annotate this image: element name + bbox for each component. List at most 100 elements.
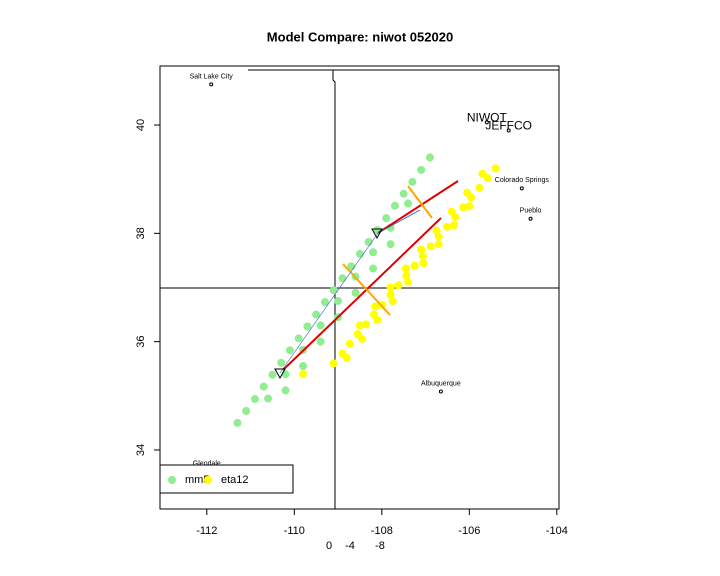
point bbox=[410, 261, 419, 270]
annotation: 0 bbox=[326, 540, 332, 552]
point bbox=[358, 334, 367, 343]
point bbox=[402, 271, 411, 280]
point bbox=[443, 222, 451, 231]
point bbox=[417, 245, 426, 254]
point bbox=[404, 278, 413, 287]
point bbox=[371, 302, 380, 311]
legend-label: eta12 bbox=[221, 474, 249, 486]
city-label: Colorado Springs bbox=[495, 177, 550, 184]
point bbox=[475, 183, 484, 192]
point bbox=[259, 382, 268, 391]
city-marker bbox=[519, 186, 524, 191]
city-label: Pueblo bbox=[520, 208, 542, 215]
point bbox=[432, 226, 441, 235]
point bbox=[369, 248, 378, 257]
point bbox=[378, 300, 387, 309]
point bbox=[355, 321, 364, 330]
point bbox=[281, 386, 290, 395]
point bbox=[362, 320, 371, 329]
y-tick-label: 40 bbox=[135, 119, 147, 131]
city-marker bbox=[438, 389, 443, 394]
point bbox=[418, 252, 427, 261]
point bbox=[408, 177, 417, 186]
x-tick-label: -112 bbox=[196, 525, 217, 537]
point bbox=[394, 281, 403, 290]
border bbox=[332, 70, 336, 509]
point bbox=[388, 297, 397, 306]
city-marker bbox=[209, 82, 214, 87]
point bbox=[373, 315, 382, 324]
legend-swatch bbox=[204, 476, 212, 484]
point bbox=[329, 359, 338, 368]
point bbox=[447, 207, 456, 216]
point bbox=[312, 310, 321, 319]
point bbox=[355, 249, 364, 258]
point bbox=[419, 259, 428, 268]
legend-label: mm5 bbox=[185, 474, 209, 486]
point bbox=[425, 153, 434, 162]
city-marker bbox=[528, 216, 533, 221]
point bbox=[264, 394, 273, 403]
point bbox=[303, 322, 312, 331]
point bbox=[316, 337, 325, 346]
x-tick-label: -108 bbox=[371, 525, 393, 537]
point bbox=[463, 188, 472, 197]
point bbox=[478, 169, 487, 178]
point bbox=[483, 174, 492, 183]
point bbox=[491, 164, 500, 173]
point bbox=[320, 298, 329, 307]
point bbox=[294, 334, 303, 343]
trajectory bbox=[279, 232, 379, 374]
state-borders bbox=[160, 69, 559, 509]
annotation: -8 bbox=[375, 540, 385, 552]
city-marker bbox=[484, 120, 489, 125]
trajectory bbox=[342, 263, 391, 316]
point bbox=[334, 297, 343, 306]
legend-swatch bbox=[168, 476, 176, 484]
point bbox=[338, 274, 347, 283]
point bbox=[465, 202, 474, 211]
point bbox=[399, 189, 408, 198]
point bbox=[268, 370, 277, 379]
point bbox=[351, 288, 360, 297]
trajectories bbox=[274, 180, 459, 380]
point bbox=[329, 286, 338, 295]
start-marker bbox=[371, 228, 383, 240]
point bbox=[316, 321, 325, 330]
point bbox=[250, 395, 259, 404]
point bbox=[281, 370, 290, 379]
point bbox=[364, 238, 373, 247]
trajectory bbox=[377, 180, 459, 234]
city-label: Glendale bbox=[193, 460, 221, 467]
point bbox=[450, 221, 458, 230]
point bbox=[426, 242, 435, 251]
y-tick-label: 34 bbox=[135, 444, 147, 456]
city-label: Salt Lake City bbox=[190, 73, 234, 80]
city-marker bbox=[506, 128, 511, 133]
point bbox=[242, 406, 251, 415]
point bbox=[434, 240, 443, 249]
point bbox=[404, 199, 413, 208]
y-tick-label: 38 bbox=[135, 227, 147, 239]
city-label: NIWOT bbox=[467, 110, 508, 124]
point bbox=[342, 353, 351, 362]
point bbox=[299, 370, 308, 379]
city-label: JEFFCO bbox=[485, 119, 532, 133]
chart-title: Model Compare: niwot 052020 bbox=[267, 29, 453, 44]
annotation: -4 bbox=[345, 540, 355, 552]
x-tick-label: -106 bbox=[458, 525, 480, 537]
start-marker bbox=[274, 368, 286, 380]
trajectory bbox=[407, 185, 433, 219]
point bbox=[386, 240, 395, 249]
point bbox=[386, 283, 395, 292]
point bbox=[390, 201, 399, 210]
point bbox=[369, 264, 378, 273]
point bbox=[459, 203, 468, 212]
trajectory bbox=[377, 209, 421, 234]
x-tick-label: -110 bbox=[284, 525, 305, 537]
point bbox=[417, 165, 426, 174]
x-tick-label: -104 bbox=[546, 525, 568, 537]
point bbox=[277, 358, 286, 367]
y-tick-label: 36 bbox=[135, 336, 147, 348]
